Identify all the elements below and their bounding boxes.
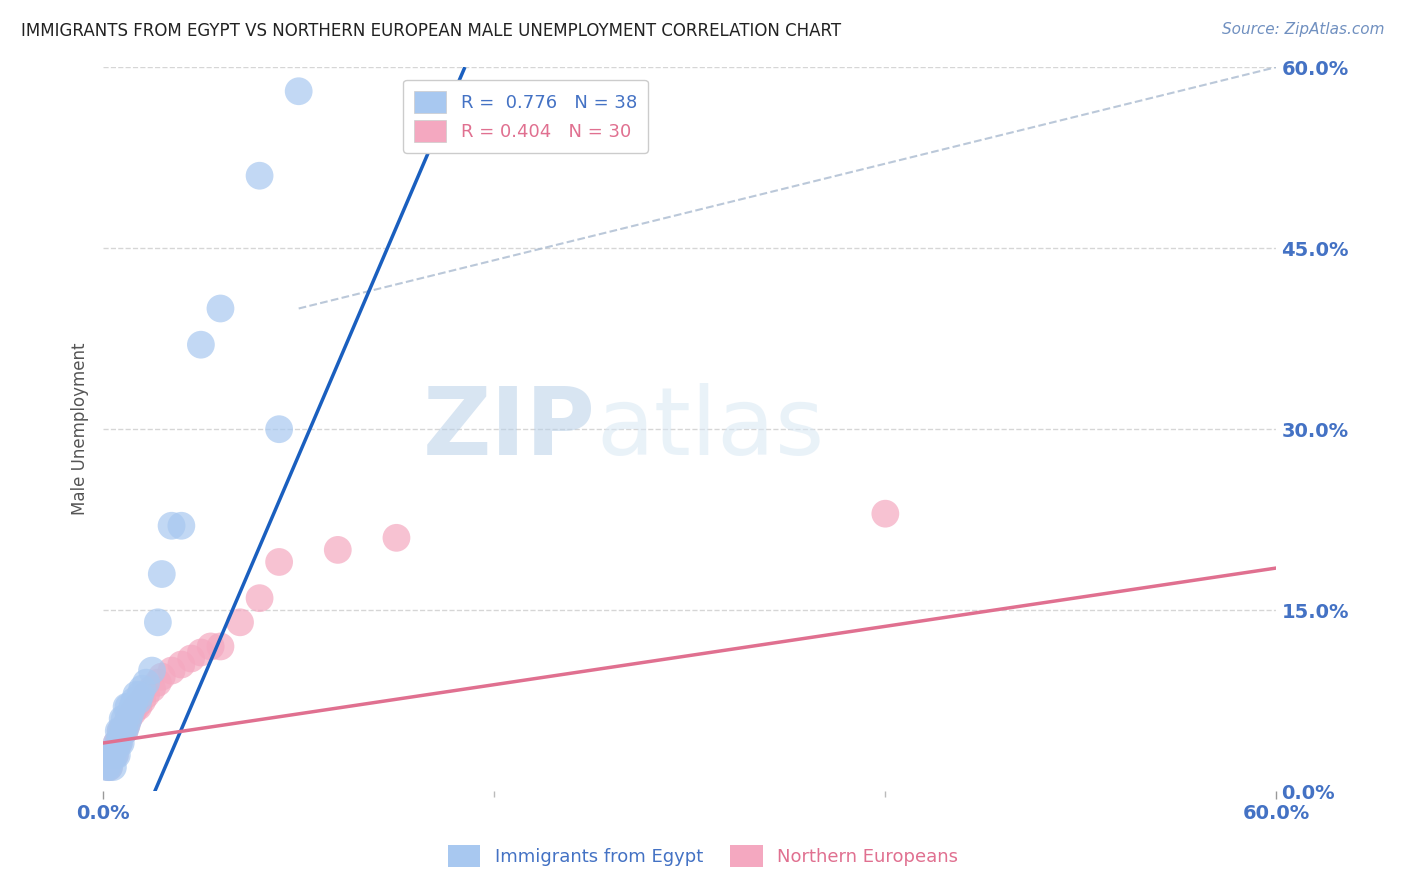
Point <box>110 736 132 750</box>
Point <box>100 747 122 762</box>
Point <box>385 531 408 545</box>
Point <box>131 681 153 696</box>
Point <box>111 723 134 738</box>
Point <box>115 718 138 732</box>
Point <box>326 542 349 557</box>
Point <box>160 518 183 533</box>
Legend: R =  0.776   N = 38, R = 0.404   N = 30: R = 0.776 N = 38, R = 0.404 N = 30 <box>404 79 648 153</box>
Point <box>875 507 897 521</box>
Point <box>209 640 232 654</box>
Point <box>107 736 129 750</box>
Point <box>110 723 132 738</box>
Point <box>101 747 124 762</box>
Text: ZIP: ZIP <box>423 384 596 475</box>
Point <box>104 747 127 762</box>
Point <box>115 699 138 714</box>
Point <box>117 712 139 726</box>
Point <box>117 712 139 726</box>
Point <box>107 723 129 738</box>
Text: Source: ZipAtlas.com: Source: ZipAtlas.com <box>1222 22 1385 37</box>
Point <box>121 706 143 720</box>
Point <box>249 591 271 606</box>
Point <box>110 723 132 738</box>
Point <box>105 736 128 750</box>
Point <box>96 760 118 774</box>
Point <box>127 694 149 708</box>
Point <box>146 615 169 630</box>
Point <box>200 640 222 654</box>
Point <box>287 84 309 98</box>
Point <box>101 760 124 774</box>
Point <box>150 567 173 582</box>
Point <box>125 688 148 702</box>
Point <box>129 688 152 702</box>
Y-axis label: Male Unemployment: Male Unemployment <box>72 343 89 516</box>
Point <box>105 736 128 750</box>
Point <box>104 747 127 762</box>
Point <box>127 699 149 714</box>
Point <box>269 422 291 436</box>
Point <box>120 706 142 720</box>
Point <box>170 657 193 672</box>
Point <box>105 747 128 762</box>
Point <box>114 712 136 726</box>
Point <box>170 518 193 533</box>
Point <box>249 169 271 183</box>
Point <box>160 664 183 678</box>
Point <box>141 664 163 678</box>
Point <box>150 670 173 684</box>
Text: IMMIGRANTS FROM EGYPT VS NORTHERN EUROPEAN MALE UNEMPLOYMENT CORRELATION CHART: IMMIGRANTS FROM EGYPT VS NORTHERN EUROPE… <box>21 22 841 40</box>
Point <box>146 675 169 690</box>
Point <box>190 645 212 659</box>
Point <box>141 681 163 696</box>
Point <box>125 699 148 714</box>
Point <box>135 675 157 690</box>
Point <box>111 712 134 726</box>
Legend: Immigrants from Egypt, Northern Europeans: Immigrants from Egypt, Northern European… <box>440 838 966 874</box>
Point <box>107 736 129 750</box>
Point <box>131 694 153 708</box>
Point <box>124 694 146 708</box>
Point <box>190 337 212 351</box>
Point <box>98 760 121 774</box>
Point <box>117 699 139 714</box>
Point <box>114 723 136 738</box>
Text: atlas: atlas <box>596 384 824 475</box>
Point <box>101 747 124 762</box>
Point <box>111 723 134 738</box>
Point <box>180 651 202 665</box>
Point <box>115 718 138 732</box>
Point <box>121 699 143 714</box>
Point <box>135 688 157 702</box>
Point <box>209 301 232 316</box>
Point <box>229 615 252 630</box>
Point <box>114 723 136 738</box>
Point <box>269 555 291 569</box>
Point <box>98 760 121 774</box>
